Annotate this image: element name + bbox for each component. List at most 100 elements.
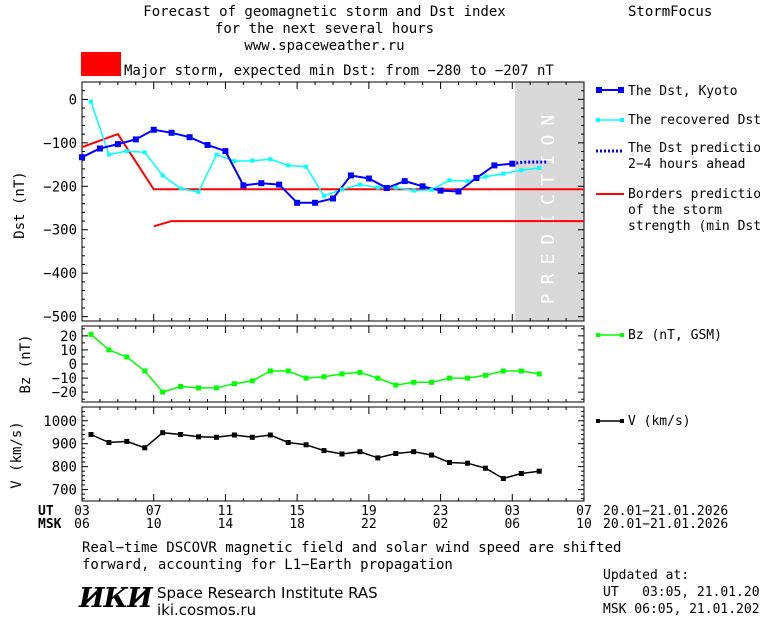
bz-point <box>88 331 94 337</box>
bz-point <box>249 378 255 384</box>
dst-y-tick-label: 0 <box>69 92 77 108</box>
recovered-dst-point <box>483 174 488 179</box>
legend-kyoto-marker-end <box>618 87 624 93</box>
borders-line <box>81 132 584 191</box>
v-point <box>214 434 219 440</box>
updated-msk: MSK 06:05, 21.01.2026 <box>603 602 760 617</box>
kyoto-dst-point <box>509 160 516 167</box>
recovered-dst-point <box>357 182 362 187</box>
ut-row-label: UT <box>38 504 54 519</box>
recovered-dst-point <box>393 185 398 190</box>
recovered-dst-point <box>375 185 380 190</box>
v-point <box>393 451 399 456</box>
recovered-dst-point <box>214 152 219 157</box>
updated-ut: UT 03:05, 21.01.2026 <box>603 585 760 600</box>
v-point <box>303 442 309 448</box>
storm-strength-text: Major storm, expected min Dst: from −280… <box>124 63 554 79</box>
msk-date-range: 20.01−21.01.2026 <box>603 517 728 532</box>
recovered-dst-point <box>304 164 309 169</box>
msk-tick-label: 02 <box>433 517 449 532</box>
v-point <box>518 471 524 476</box>
bz-point <box>375 375 381 381</box>
website-link[interactable]: www.spaceweather.ru <box>244 38 405 54</box>
bz-point <box>142 368 148 374</box>
kyoto-dst-point <box>204 142 211 148</box>
v-point <box>249 434 255 440</box>
v-point <box>375 455 381 461</box>
v-point <box>88 432 94 437</box>
recovered-dst-point <box>322 193 326 198</box>
brand-name: StormFocus <box>628 4 713 20</box>
bz-point <box>178 384 184 389</box>
bz-y-tick-label: −10 <box>52 371 77 387</box>
chart-title: Forecast of geomagnetic storm and Dst in… <box>143 4 506 20</box>
bz-point <box>231 381 237 387</box>
bz-point <box>214 385 219 391</box>
ut-tick-label: 03 <box>504 504 520 519</box>
recovered-dst-point <box>268 157 273 162</box>
recovered-dst-point <box>411 188 416 193</box>
bz-point <box>303 375 309 381</box>
kyoto-dst-point <box>383 185 390 191</box>
ut-tick-label: 11 <box>218 504 234 519</box>
bz-point <box>196 385 201 391</box>
legend-borders-label-1: Borders prediction <box>628 187 760 202</box>
legend-bz-marker-end <box>620 333 624 337</box>
kyoto-dst-point <box>132 136 139 143</box>
updated-label: Updated at: <box>603 568 690 583</box>
recovered-dst-point <box>519 168 524 173</box>
recovered-dst-point <box>286 163 291 168</box>
iki-logo: ИКИ <box>79 583 153 614</box>
dst-y-tick-label: −300 <box>43 223 77 239</box>
bz-point <box>106 347 112 353</box>
kyoto-dst-point <box>347 172 354 179</box>
legend-borders-label-2: of the storm <box>628 203 722 218</box>
msk-row-label: MSK <box>38 517 62 532</box>
bz-point <box>429 379 435 385</box>
v-point <box>285 440 291 445</box>
prediction-band <box>515 82 584 321</box>
v-y-tick-label: 800 <box>52 460 77 476</box>
kyoto-dst-point <box>330 195 336 202</box>
legend-v-marker <box>596 419 600 423</box>
v-point <box>106 440 112 445</box>
kyoto-dst-point <box>150 126 157 133</box>
bz-y-tick-label: −20 <box>52 385 77 401</box>
v-line <box>90 431 540 480</box>
recovered-dst-point <box>250 158 255 163</box>
v-point <box>231 432 237 438</box>
kyoto-dst-point <box>365 175 372 182</box>
kyoto-dst-point <box>312 199 319 206</box>
bz-point <box>482 372 488 378</box>
v-point <box>160 430 166 436</box>
kyoto-dst-point <box>419 183 426 190</box>
recovered-dst-point <box>160 173 165 178</box>
kyoto-dst-point <box>222 148 229 155</box>
bz-point <box>518 368 524 374</box>
bz-point <box>500 368 506 374</box>
recovered-dst-point <box>232 159 237 164</box>
dst-y-tick-label: −200 <box>43 179 77 195</box>
borders-line <box>153 220 584 228</box>
v-point <box>124 438 130 444</box>
bz-point <box>321 374 327 380</box>
v-point <box>482 465 488 471</box>
storm-color-swatch <box>81 52 121 76</box>
kyoto-dst-point <box>168 129 175 136</box>
legend-bz-marker <box>596 333 600 337</box>
bz-panel-frame <box>81 325 585 403</box>
ut-tick-label: 03 <box>74 504 90 519</box>
v-point <box>429 452 435 458</box>
legend-prediction-label-1: The Dst prediction <box>628 141 760 156</box>
v-y-tick-label: 1000 <box>43 414 77 430</box>
v-point <box>178 432 184 437</box>
kyoto-dst-point <box>276 181 283 188</box>
msk-tick-label: 10 <box>146 517 162 532</box>
dst-y-tick-label: −400 <box>43 266 77 282</box>
institute-site-link[interactable]: iki.cosmos.ru <box>157 601 257 619</box>
legend-recovered-marker-end <box>620 118 624 122</box>
bz-y-tick-label: 10 <box>60 343 77 359</box>
recovered-dst-point <box>106 152 111 157</box>
ut-tick-label: 19 <box>361 504 377 519</box>
